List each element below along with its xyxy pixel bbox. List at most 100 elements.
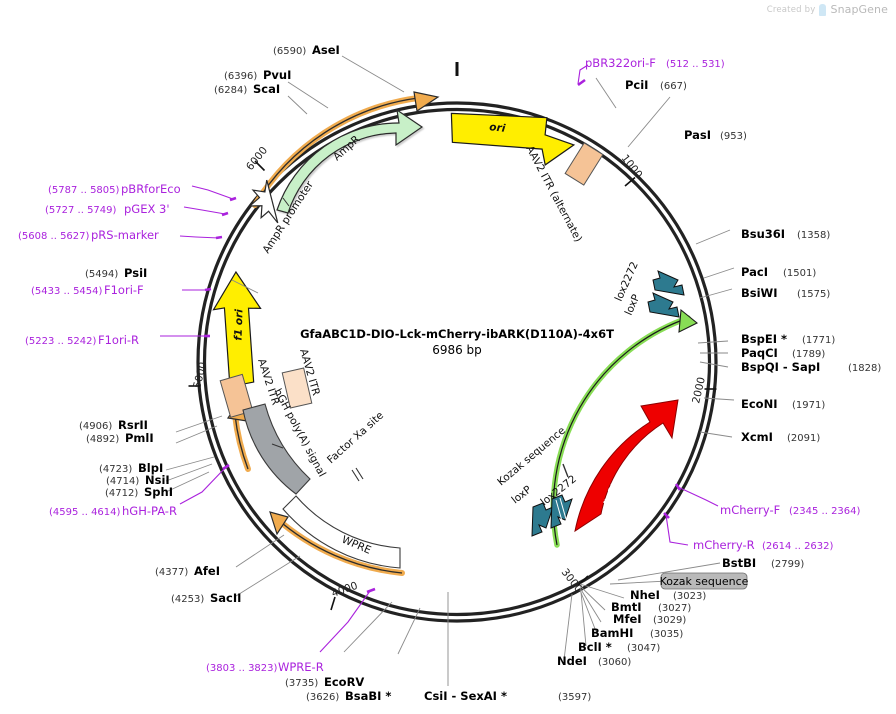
enzyme-label-bstBI[interactable]: BstBI (2799) <box>722 556 804 570</box>
primer-range: (4595 .. 4614) <box>49 507 121 518</box>
enzyme-label-mfeI[interactable]: MfeI (3029) <box>613 612 686 626</box>
feature-factor-xa-site[interactable]: Factor Xa site <box>325 410 386 482</box>
enzyme-label-nheI[interactable]: NheI (3023) <box>630 588 706 602</box>
enzyme-pos: (3027) <box>658 603 691 614</box>
enzyme-name: BspEI * <box>741 332 787 346</box>
primer-name: pBR322ori-F <box>585 56 656 70</box>
enzyme-label-aseI[interactable]: (6590) AseI <box>273 43 340 57</box>
primer-range: (5787 .. 5805) <box>48 185 120 196</box>
feature-ampR-promoter[interactable]: AmpR promoter <box>248 179 316 256</box>
enzyme-label-pciI[interactable]: PciI (667) <box>625 78 687 92</box>
primer-label-f1ori-r[interactable]: (5223 .. 5242) F1ori-R <box>25 333 139 347</box>
feature-label-ori: ori <box>489 121 507 135</box>
enzyme-pos: (3060) <box>598 657 631 668</box>
enzyme-pos: (6284) <box>214 85 247 96</box>
enzyme-label-pvuI[interactable]: (6396) PvuI <box>224 68 291 82</box>
enzyme-label-pacI[interactable]: PacI (1501) <box>741 265 816 279</box>
primer-range: (5727 .. 5749) <box>45 205 117 216</box>
primer-name: F1ori-R <box>98 333 139 347</box>
enzyme-name: PacI <box>741 265 768 279</box>
primer-name: mCherry-F <box>720 503 780 517</box>
kozak-sequence-badge[interactable]: Kozak sequence <box>660 572 749 590</box>
enzyme-pos: (4253) <box>171 594 204 605</box>
enzyme-label-csiI-sexAI[interactable]: CsiI - SexAI * (3597) <box>424 689 591 703</box>
enzyme-name: NheI <box>630 588 660 602</box>
enzyme-name: BclI * <box>578 640 612 654</box>
feature-label-factor-xa-site: Factor Xa site <box>325 410 386 467</box>
primer-label-pgex-3prime[interactable]: (5727 .. 5749) pGEX 3' <box>45 202 170 216</box>
enzyme-pos: (3597) <box>558 692 591 703</box>
enzyme-label-bspQI-sapI[interactable]: BspQI - SapI (1828) <box>741 360 881 374</box>
enzyme-name: PciI <box>625 78 648 92</box>
enzyme-label-bmtI[interactable]: BmtI (3027) <box>611 600 691 614</box>
feature-loxp-right[interactable]: loxP <box>623 292 680 318</box>
enzyme-pos: (6590) <box>273 46 306 57</box>
enzyme-pos: (1575) <box>797 289 830 300</box>
enzyme-label-bsaBI[interactable]: (3626) BsaBI * <box>306 689 391 703</box>
primer-label-pbr322ori-f[interactable]: pBR322ori-F (512 .. 531) <box>585 56 725 70</box>
enzyme-label-bclI[interactable]: BclI * (3047) <box>578 640 660 654</box>
enzyme-label-paqCI[interactable]: PaqCI (1789) <box>741 346 825 360</box>
enzyme-label-scaI[interactable]: (6284) ScaI <box>214 82 280 96</box>
primer-range: (2345 .. 2364) <box>789 506 861 517</box>
enzyme-label-xcmI[interactable]: XcmI (2091) <box>741 430 820 444</box>
primer-name: pRS-marker <box>91 228 159 242</box>
feature-label-loxp-left: loxP <box>509 484 533 507</box>
enzyme-label-nsiI[interactable]: (4714) NsiI <box>106 473 170 487</box>
primer-label-mcherry-f[interactable]: mCherry-F (2345 .. 2364) <box>720 503 861 517</box>
primer-label-mcherry-r[interactable]: mCherry-R (2614 .. 2632) <box>693 538 834 552</box>
enzyme-pos: (4712) <box>105 488 138 499</box>
enzyme-label-afeI[interactable]: (4377) AfeI <box>155 564 220 578</box>
enzyme-pos: (4892) <box>86 434 119 445</box>
primer-label-pbrforeco[interactable]: (5787 .. 5805) pBRforEco <box>48 182 181 196</box>
enzyme-name: BlpI <box>138 461 163 475</box>
ruler-tick-6000: 6000 <box>244 145 270 173</box>
snapgene-watermark: Created by SnapGene <box>767 3 888 16</box>
primer-range: (2614 .. 2632) <box>762 541 834 552</box>
enzyme-pos: (6396) <box>224 71 257 82</box>
feature-label-f1-ori: f1 ori <box>232 309 245 341</box>
enzyme-name: PmlI <box>125 431 154 445</box>
primer-label-hgh-pa-r[interactable]: (4595 .. 4614) hGH-PA-R <box>49 504 177 518</box>
enzyme-name: SacII <box>210 591 241 605</box>
enzyme-name: BspQI - SapI <box>741 360 820 374</box>
feature-lox2272-right[interactable]: lox2272 <box>613 260 685 303</box>
enzyme-label-pmlI[interactable]: (4892) PmlI <box>86 431 154 445</box>
enzyme-pos: (3626) <box>306 692 339 703</box>
enzyme-name: BstBI <box>722 556 756 570</box>
enzyme-name: BsaBI * <box>345 689 391 703</box>
enzyme-pos: (3047) <box>627 643 660 654</box>
snapgene-logo-icon <box>819 3 827 16</box>
kozak-sequence-badge-label: Kozak sequence <box>660 575 749 588</box>
primer-label-f1ori-f[interactable]: (5433 .. 5454) F1ori-F <box>31 283 144 297</box>
enzyme-pos: (3735) <box>285 678 318 689</box>
enzyme-label-ecoNI[interactable]: EcoNI (1971) <box>741 397 825 411</box>
enzyme-label-sphI[interactable]: (4712) SphI <box>105 485 173 499</box>
enzyme-pos: (3029) <box>653 615 686 626</box>
enzyme-name: NdeI <box>557 654 587 668</box>
feature-hgh-polya-signal[interactable]: hGH poly(A) signal <box>242 387 328 495</box>
enzyme-label-ndeI[interactable]: NdeI (3060) <box>557 654 631 668</box>
enzyme-label-sacII[interactable]: (4253) SacII <box>171 591 241 605</box>
enzyme-name: RsrII <box>118 418 148 432</box>
enzyme-label-blpI[interactable]: (4723) BlpI <box>99 461 163 475</box>
primer-name: F1ori-F <box>104 283 144 297</box>
feature-aav2-itr-alternate[interactable]: AAV2 ITR (alternate) <box>523 142 604 244</box>
feature-ori[interactable]: ori <box>450 105 576 171</box>
enzyme-label-bamHI[interactable]: BamHI (3035) <box>591 626 683 640</box>
enzyme-label-bsu36I[interactable]: Bsu36I (1358) <box>741 227 830 241</box>
primer-label-prs-marker[interactable]: (5608 .. 5627) pRS-marker <box>18 228 159 242</box>
enzyme-name: NsiI <box>145 473 170 487</box>
enzyme-pos: (1828) <box>848 363 881 374</box>
feature-f1-ori[interactable]: f1 ori <box>211 270 266 388</box>
enzyme-pos: (1789) <box>792 349 825 360</box>
enzyme-name: SphI <box>144 485 173 499</box>
enzyme-label-bspEI[interactable]: BspEI * (1771) <box>741 332 835 346</box>
watermark-created-by: Created by <box>766 4 816 15</box>
enzyme-label-pasI[interactable]: PasI (953) <box>684 128 747 142</box>
enzyme-label-rsrII[interactable]: (4906) RsrII <box>79 418 148 432</box>
enzyme-label-psiI[interactable]: (5494) PsiI <box>85 266 147 280</box>
enzyme-label-bsiWI[interactable]: BsiWI (1575) <box>741 286 830 300</box>
primer-label-wpre-r[interactable]: (3803 .. 3823) WPRE-R <box>206 660 324 674</box>
enzyme-label-ecoRV[interactable]: (3735) EcoRV <box>285 675 364 689</box>
